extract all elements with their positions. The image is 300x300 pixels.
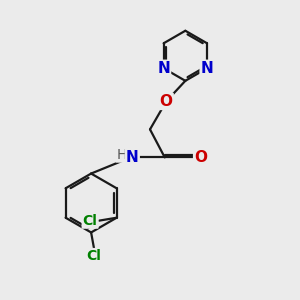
Text: Cl: Cl xyxy=(87,249,101,263)
Text: H: H xyxy=(116,148,127,162)
Text: O: O xyxy=(160,94,173,109)
Text: Cl: Cl xyxy=(83,214,98,228)
Text: N: N xyxy=(157,61,170,76)
Text: N: N xyxy=(201,61,213,76)
Text: O: O xyxy=(194,150,207,165)
Text: N: N xyxy=(126,150,139,165)
